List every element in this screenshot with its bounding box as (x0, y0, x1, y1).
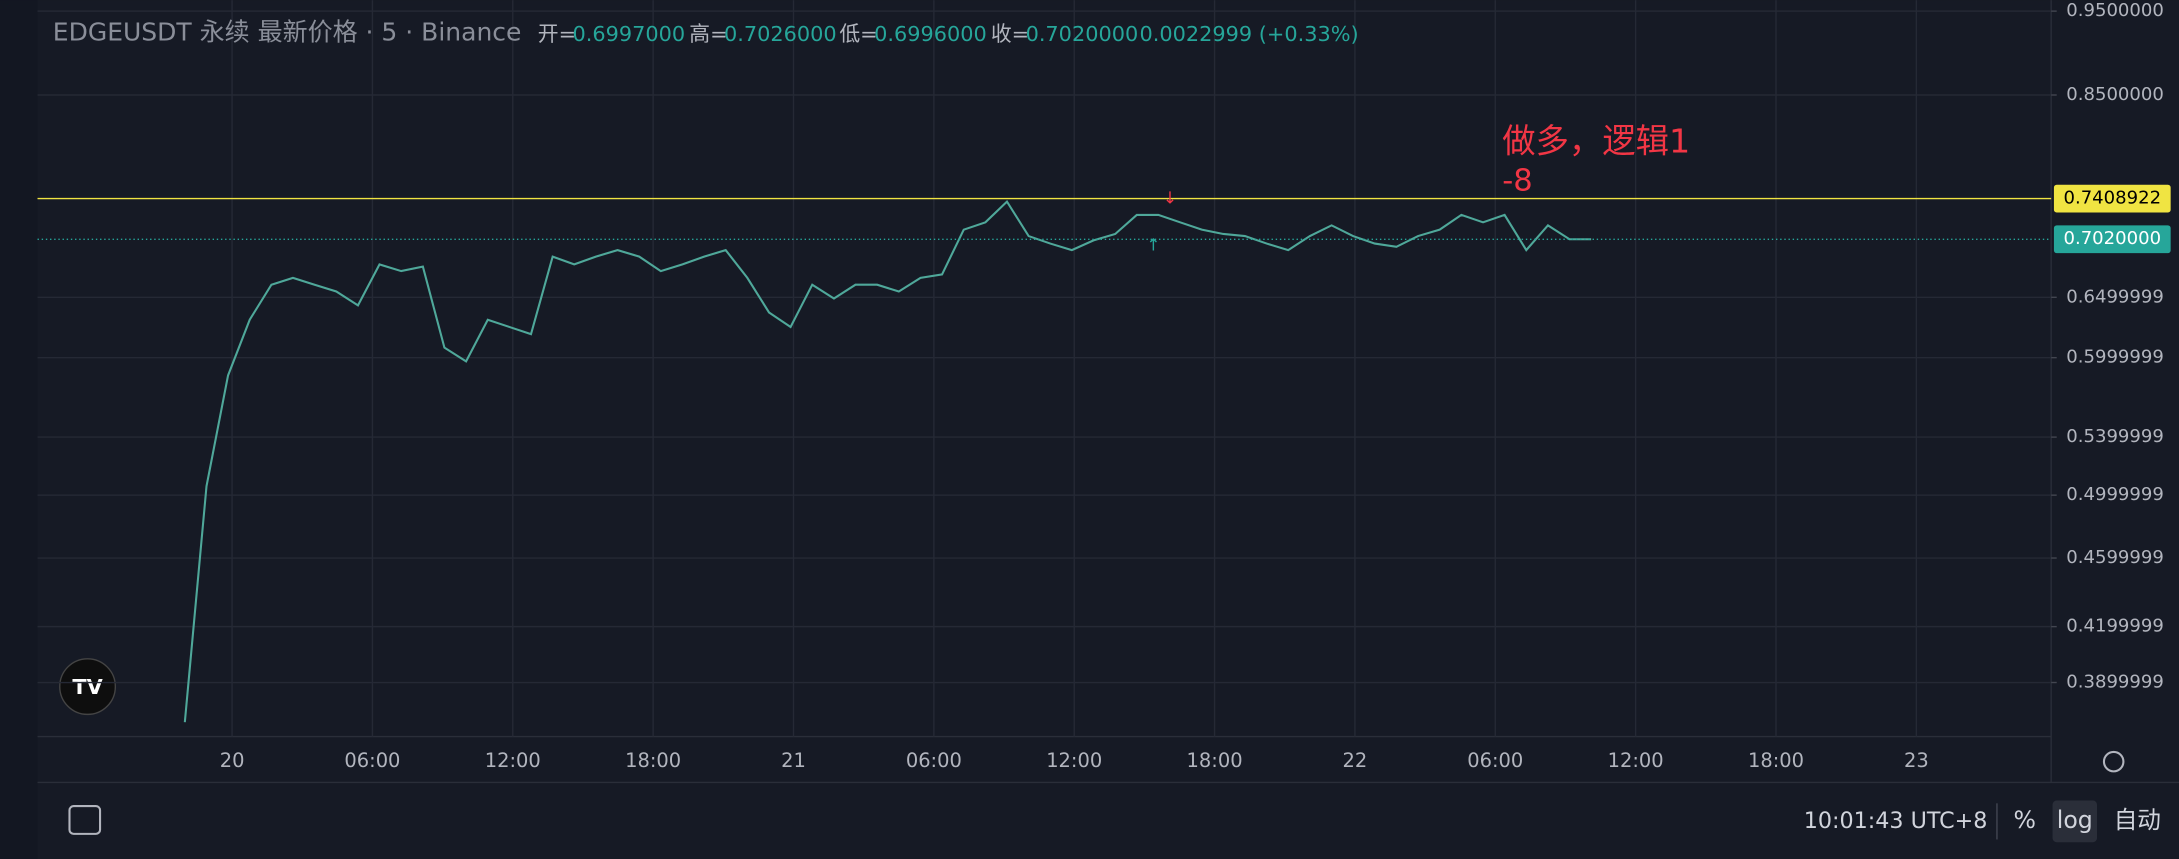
series (37, 197, 2052, 723)
settings-icon[interactable] (2102, 750, 2125, 773)
x-tick-label: 06:00 (1467, 749, 1523, 772)
y-tick-label: 0.6499999 (2066, 286, 2164, 307)
buy-arrow: ↑ (1146, 236, 1160, 255)
y-tick-label: 0.4999999 (2066, 484, 2164, 505)
ohlc-value: 0.7026000 (724, 22, 837, 46)
x-tick-label: 12:00 (1608, 749, 1664, 772)
tv-logo[interactable] (59, 658, 117, 716)
price-label-bg (2053, 184, 2171, 213)
ohlc-label: 高= (689, 22, 727, 46)
x-tick-label: 06:00 (906, 749, 962, 772)
log-button-bg[interactable] (2052, 800, 2098, 843)
left-toolbar (0, 0, 38, 859)
x-tick-label: 23 (1904, 749, 1929, 772)
annotation: 做多，逻辑1 (1502, 122, 1690, 161)
y-tick-label: 0.3899999 (2066, 672, 2164, 693)
price-label-bg (2053, 225, 2171, 254)
sell-arrow: ↓ (1163, 188, 1177, 207)
ohlc-value: 0.6996000 (874, 22, 987, 46)
x-tick-label: 18:00 (625, 749, 681, 772)
ohlc-value: 0.7020000 (1026, 22, 1139, 46)
ohlc-label: 开= (538, 22, 576, 46)
y-tick-label: 0.9500000 (2066, 0, 2164, 21)
symbol-title: EDGEUSDT 永续 最新价格 · 5 · Binance (53, 17, 522, 46)
change: 0.0022999 (+0.33%) (1140, 22, 1359, 46)
x-tick-label: 12:00 (485, 749, 541, 772)
x-tick-label: 18:00 (1187, 749, 1243, 772)
clock: 10:01:43 UTC+8 (1804, 808, 1988, 834)
ohlc-label: 低= (839, 22, 877, 46)
auto-button[interactable]: 自动 (2114, 806, 2161, 834)
price-label: 0.7020000 (2063, 228, 2161, 249)
tv-logo-text: TV (72, 675, 103, 699)
date-range-icon[interactable] (68, 805, 102, 835)
y-tick-label: 0.4599999 (2066, 547, 2164, 568)
x-tick-label: 18:00 (1748, 749, 1804, 772)
percent-button[interactable]: % (2014, 806, 2036, 834)
x-tick-label: 21 (781, 749, 806, 772)
y-tick-label: 0.8500000 (2066, 84, 2164, 105)
price-line (183, 199, 1592, 723)
annotation-sub: -8 (1502, 164, 1532, 199)
log-button[interactable]: log (2057, 806, 2093, 834)
y-tick-label: 0.4199999 (2066, 616, 2164, 637)
x-tick-label: 12:00 (1046, 749, 1102, 772)
y-tick-label: 0.5999999 (2066, 347, 2164, 368)
x-tick-label: 20 (220, 749, 245, 772)
ohlc-label: 收= (991, 22, 1029, 46)
price-label: 0.7408922 (2063, 188, 2161, 209)
x-tick-label: 22 (1343, 749, 1368, 772)
ohlc-value: 0.6997000 (573, 22, 686, 46)
y-tick-label: 0.5399999 (2066, 426, 2164, 447)
grid (37, 0, 2052, 737)
x-tick-label: 06:00 (344, 749, 400, 772)
